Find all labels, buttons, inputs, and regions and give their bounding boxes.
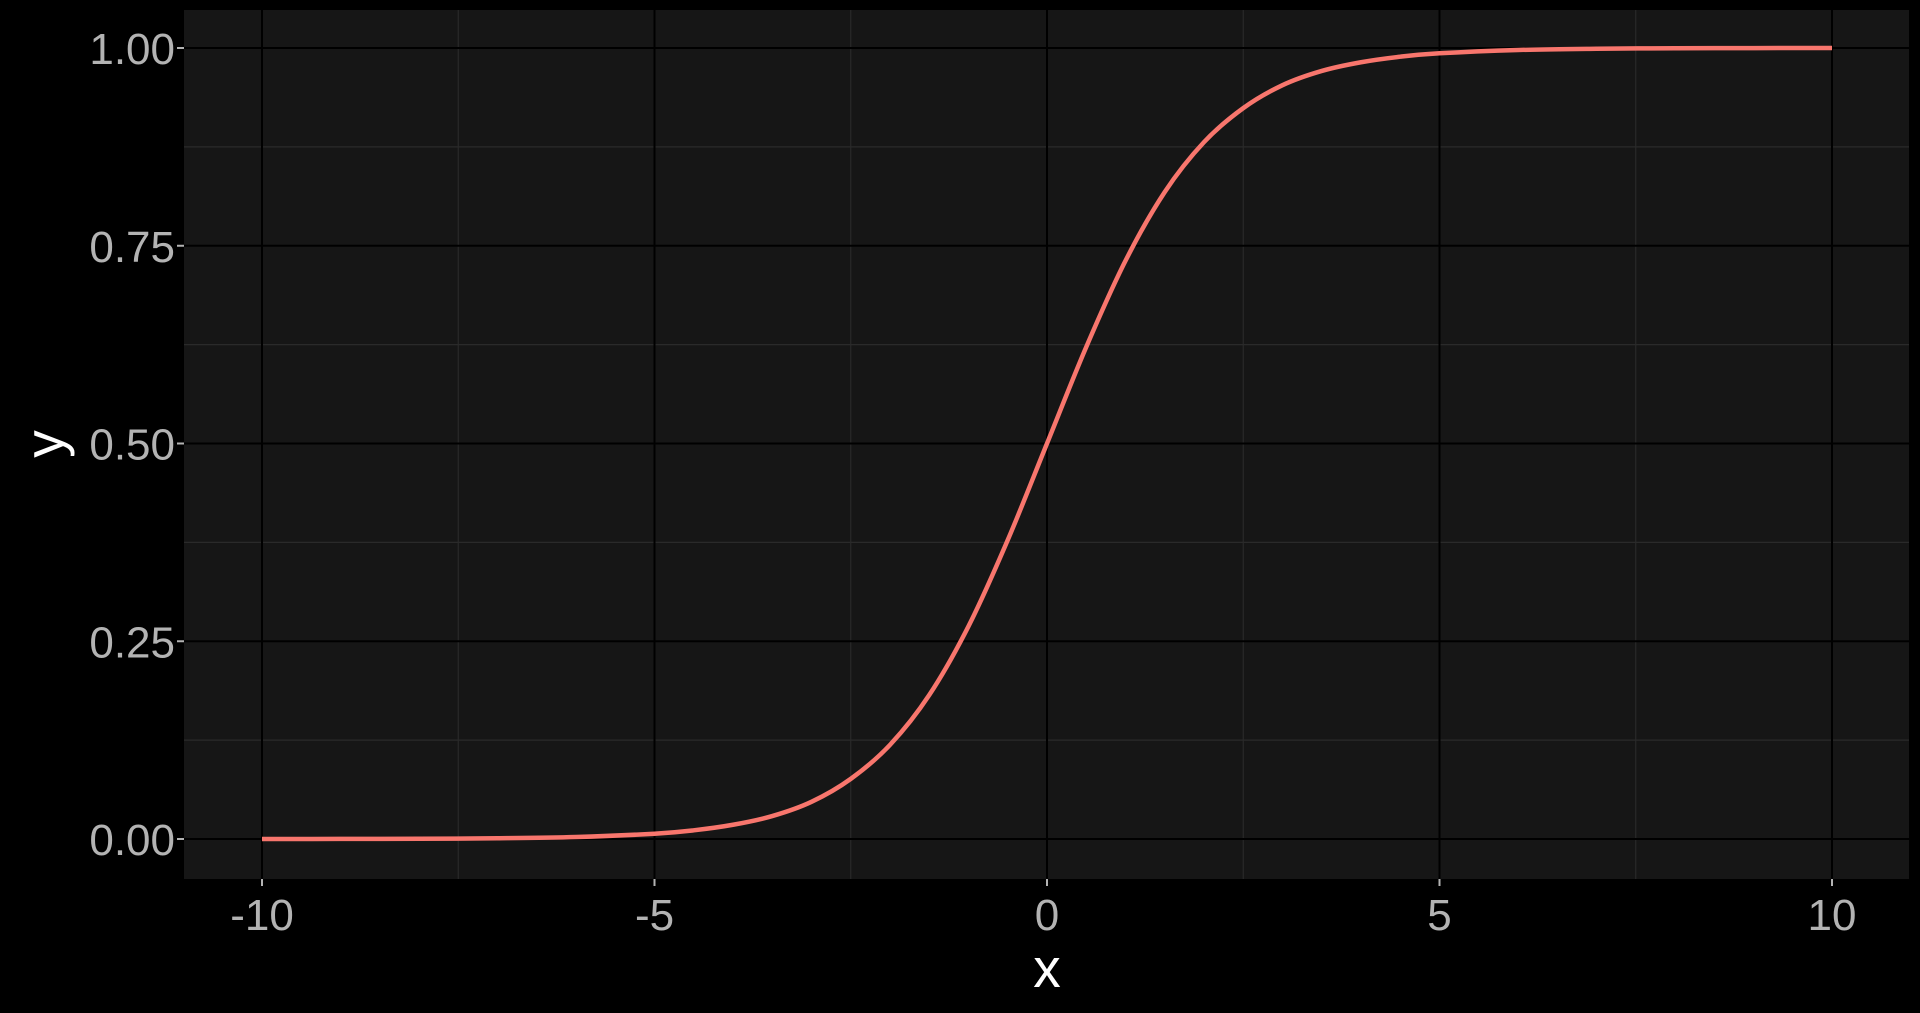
- series-point: [1361, 62, 1362, 63]
- series-point: [1832, 48, 1833, 49]
- series-point: [1047, 443, 1048, 444]
- series-line: [261, 45, 1833, 842]
- y-tick-label: 0.00: [89, 816, 175, 865]
- series-point: [733, 824, 734, 825]
- y-tick-label: 0.25: [89, 618, 175, 667]
- series-point: [1125, 260, 1126, 261]
- series-point: [890, 744, 891, 745]
- y-tick-labels: 0.00 0.25 0.50 0.75 1.00: [89, 25, 175, 865]
- series-point: [1164, 191, 1165, 192]
- axis-ticks: [177, 47, 1833, 886]
- series-point: [1321, 70, 1322, 71]
- series-point: [419, 838, 420, 839]
- y-tick-label: 0.50: [89, 421, 175, 470]
- series-point: [772, 816, 773, 817]
- series-point: [1204, 142, 1205, 143]
- series-point: [811, 801, 812, 802]
- x-tick-label: -10: [230, 891, 294, 940]
- series-point: [262, 838, 263, 839]
- series-point: [654, 833, 655, 834]
- series-point: [1439, 53, 1440, 54]
- series-point: [1007, 540, 1008, 541]
- x-axis-title: x: [1033, 937, 1061, 999]
- series-point: [850, 778, 851, 779]
- y-axis-title: y: [13, 430, 75, 458]
- series-point: [1753, 48, 1754, 49]
- series-point: [1282, 85, 1283, 86]
- x-tick-label: 10: [1808, 891, 1857, 940]
- series-point: [1243, 108, 1244, 109]
- y-tick-label: 1.00: [89, 25, 175, 74]
- x-tick-label: 5: [1427, 891, 1451, 940]
- series-point: [968, 626, 969, 627]
- series-point: [1518, 49, 1519, 50]
- series-point: [1675, 48, 1676, 49]
- series-point: [693, 830, 694, 831]
- series-point: [497, 838, 498, 839]
- series-point: [1596, 48, 1597, 49]
- x-tick-label: 0: [1035, 891, 1059, 940]
- x-tick-label: -5: [635, 891, 674, 940]
- series-point: [576, 837, 577, 838]
- series-point: [340, 838, 341, 839]
- series-point: [929, 695, 930, 696]
- series-point: [1400, 56, 1401, 57]
- x-tick-labels: -10 -5 0 5 10: [230, 891, 1856, 940]
- series-point: [1086, 346, 1087, 347]
- y-tick-label: 0.75: [89, 223, 175, 272]
